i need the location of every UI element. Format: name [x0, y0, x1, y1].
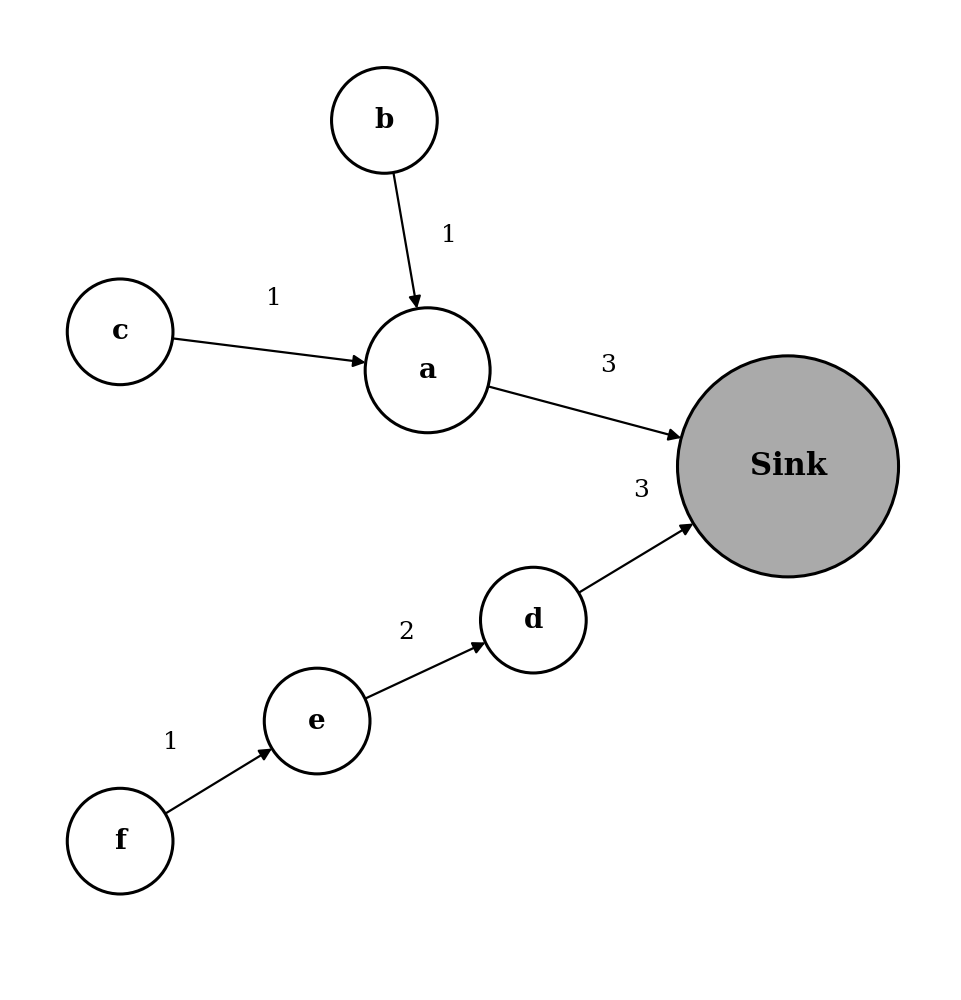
Text: Sink: Sink	[750, 451, 826, 482]
Circle shape	[67, 788, 173, 894]
Text: 1: 1	[266, 287, 282, 310]
Circle shape	[332, 68, 437, 173]
Circle shape	[678, 356, 899, 577]
Text: 1: 1	[441, 224, 457, 247]
Text: d: d	[524, 607, 543, 634]
Text: 2: 2	[398, 621, 414, 644]
Text: 1: 1	[162, 731, 179, 754]
Text: e: e	[308, 708, 326, 735]
Text: f: f	[114, 828, 126, 855]
Text: c: c	[111, 318, 129, 345]
Text: 3: 3	[633, 479, 650, 502]
Circle shape	[67, 279, 173, 385]
Circle shape	[480, 567, 586, 673]
Text: a: a	[419, 357, 436, 384]
Text: 3: 3	[600, 354, 616, 377]
Text: b: b	[375, 107, 394, 134]
Circle shape	[264, 668, 370, 774]
Circle shape	[365, 308, 490, 433]
